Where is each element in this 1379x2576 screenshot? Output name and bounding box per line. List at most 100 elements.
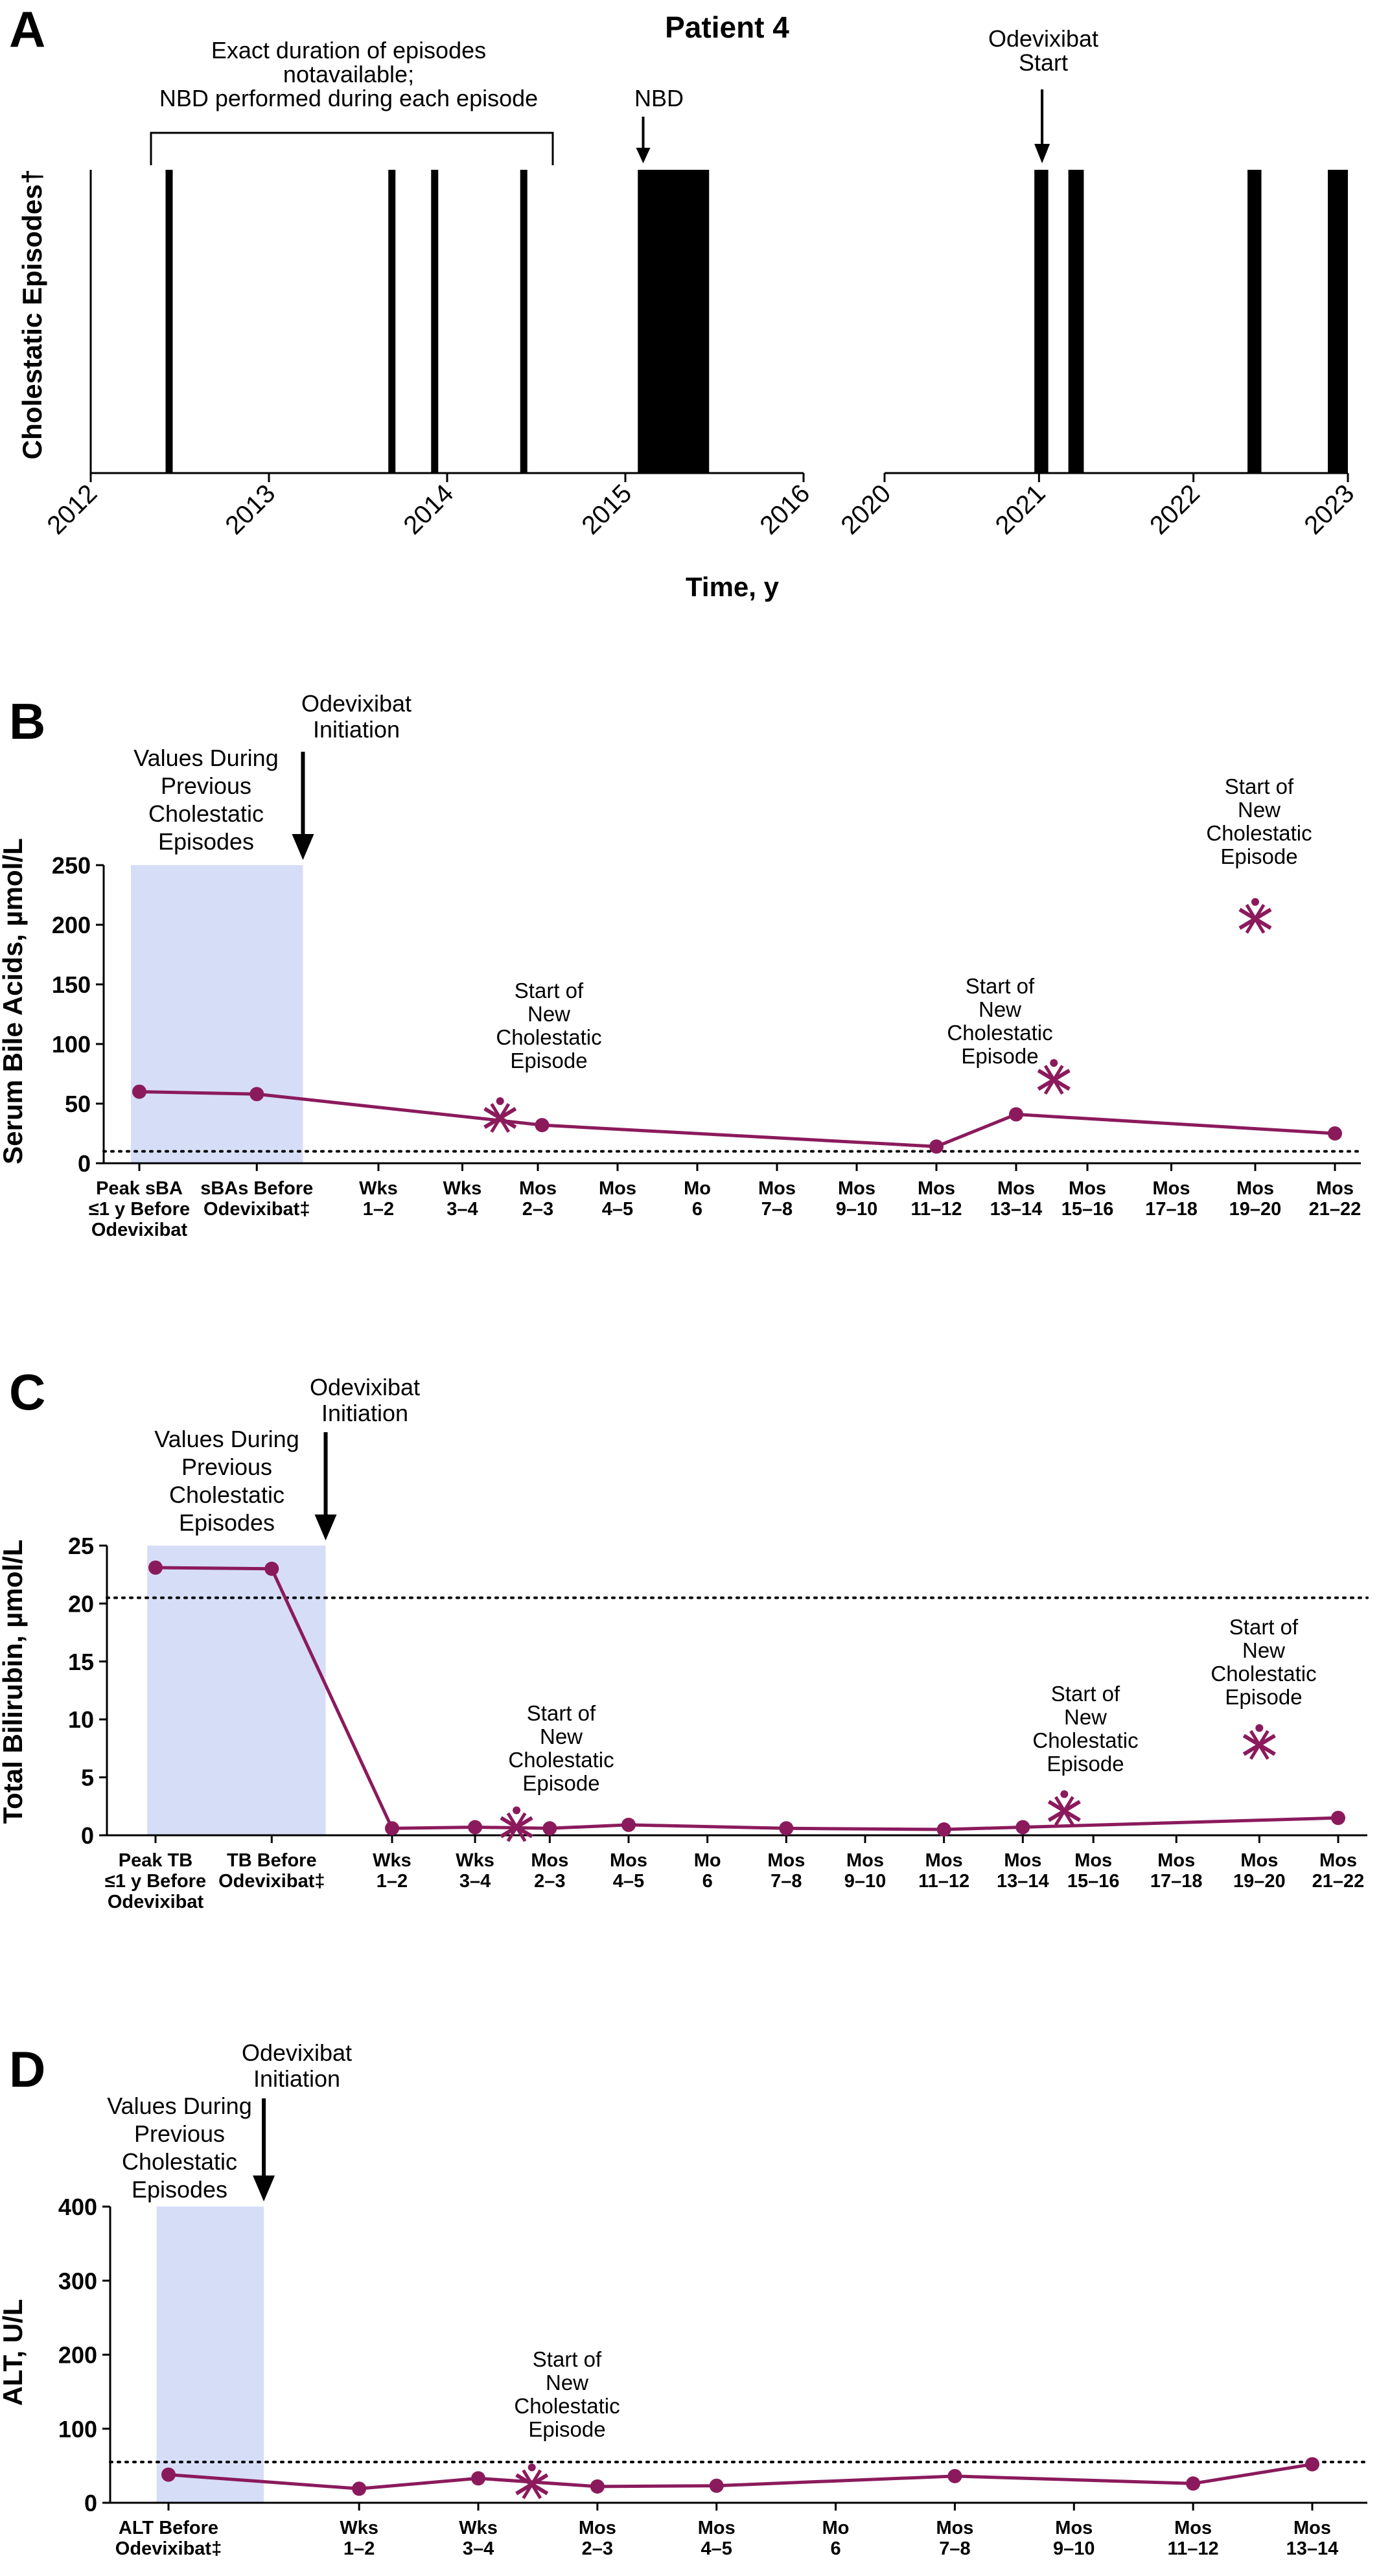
- data-point: [471, 2471, 486, 2486]
- y-tick-label: 250: [52, 852, 91, 879]
- shaded-region-label: Episodes: [179, 1509, 275, 1536]
- episode-annotation-text: New: [1242, 1638, 1285, 1662]
- initiation-label: Initiation: [253, 2065, 340, 2092]
- episode-marker-stroke: [1054, 1796, 1074, 1826]
- episode-annotation-text: Cholestatic: [1206, 821, 1312, 845]
- cholestatic-episode-marker: [1037, 1059, 1071, 1095]
- x-tick-label: Odevixibat‡: [218, 1871, 325, 1892]
- data-point: [929, 1139, 944, 1154]
- x-tick-label: Wks: [443, 1178, 482, 1199]
- episode-bar: [1034, 170, 1049, 473]
- y-tick-label: 5: [81, 1765, 94, 1791]
- episode-marker-stroke: [1249, 1730, 1269, 1760]
- x-tick-label: Mo: [694, 1850, 721, 1871]
- cholestatic-episode-marker: [1242, 1724, 1276, 1760]
- x-tick-label: Mos: [1157, 1850, 1195, 1871]
- y-tick-label: 0: [81, 1822, 94, 1849]
- pre-treatment-shaded-region: [147, 1546, 326, 1835]
- cholestatic-episode-marker: [483, 1097, 517, 1133]
- panel-c-y-axis-title: Total Bilirubin, µmol/L: [0, 1540, 28, 1824]
- x-tick-label: Mos: [610, 1850, 647, 1871]
- episode-marker-dot: [513, 1806, 521, 1815]
- episode-annotation-text: Cholestatic: [1032, 1728, 1138, 1752]
- x-tick-label: Odevixibat‡: [115, 2538, 222, 2559]
- data-point: [352, 2481, 367, 2496]
- x-tick-label: 19–20: [1229, 1199, 1282, 1220]
- x-tick-label: 4–5: [613, 1871, 644, 1892]
- data-point: [542, 1821, 557, 1836]
- panel-a-plot: 2012 2013 2014 2015 2016 2020 2021 2022 2023: [41, 89, 1360, 540]
- y-tick-label: 150: [52, 971, 91, 998]
- x-tick-label: Mos: [1319, 1850, 1357, 1871]
- episode-marker-stroke: [490, 1103, 511, 1133]
- episode-annotation-text: Start of: [527, 1701, 596, 1725]
- x-tick-label: TB Before: [227, 1850, 317, 1871]
- episode-annotation-text: Start of: [515, 979, 584, 1003]
- episode-annotation-text: Episode: [1225, 1685, 1302, 1709]
- x-tick-label: Peak TB: [119, 1850, 192, 1871]
- x-tick-label: Mos: [936, 2518, 973, 2538]
- shaded-region-label: Values During: [107, 2093, 251, 2119]
- episode-annotation-text: Cholestatic: [947, 1021, 1052, 1045]
- x-tick-label: ≤1 y Before: [89, 1199, 190, 1220]
- x-tick-label: ALT Before: [119, 2518, 218, 2538]
- episode-marker-dot: [1255, 1724, 1264, 1732]
- pre-treatment-shaded-region: [131, 865, 303, 1163]
- x-tick-label: Odevixibat: [91, 1220, 188, 1240]
- x-tick-label: Mos: [1316, 1178, 1354, 1199]
- panel-a-x-tick-label: 2014: [398, 479, 459, 540]
- x-tick-label: Mos: [1153, 1178, 1190, 1199]
- x-tick-label: 1–2: [343, 2538, 375, 2559]
- shaded-region-label: Values During: [154, 1426, 299, 1452]
- x-tick-label: 2–3: [522, 1199, 553, 1220]
- episode-annotation-text: Start of: [1225, 774, 1294, 798]
- episode-marker-dot: [1251, 898, 1259, 906]
- x-tick-label: 4–5: [602, 1199, 633, 1220]
- episode-annotation-text: New: [1238, 798, 1280, 822]
- x-tick-label: 17–18: [1145, 1199, 1198, 1220]
- data-point: [132, 1084, 146, 1099]
- initiation-arrow-head: [253, 2176, 275, 2201]
- x-tick-label: Wks: [340, 2518, 378, 2538]
- x-tick-label: Wks: [359, 1178, 398, 1199]
- episode-annotation-text: Episode: [1220, 844, 1297, 868]
- odevixibat-start-label-line-1: Odevixibat: [988, 25, 1098, 52]
- x-tick-label: ≤1 y Before: [105, 1871, 206, 1892]
- episode-marker-stroke: [1245, 903, 1266, 934]
- data-point: [161, 2467, 176, 2482]
- data-point: [1186, 2476, 1201, 2491]
- data-point: [936, 1822, 951, 1837]
- x-tick-label: 11–12: [918, 1871, 969, 1892]
- y-tick-label: 20: [68, 1590, 94, 1617]
- data-point: [1015, 1820, 1030, 1835]
- episode-annotation-text: Start of: [1051, 1682, 1120, 1706]
- x-tick-label: 7–8: [761, 1199, 793, 1220]
- y-tick-label: 400: [58, 2194, 97, 2220]
- panel-c-letter: C: [9, 1363, 45, 1421]
- y-tick-label: 0: [78, 1150, 91, 1177]
- x-tick-label: 1–2: [377, 1871, 408, 1892]
- episode-annotation-text: Episode: [528, 2417, 605, 2441]
- cholestatic-episode-marker: [1238, 898, 1272, 934]
- x-tick-label: 19–20: [1233, 1871, 1286, 1892]
- x-tick-label: Wks: [459, 2518, 498, 2538]
- x-tick-label: Peak sBA: [96, 1178, 183, 1199]
- bracket-label-line-2: notavailable;: [283, 61, 414, 87]
- bracket-label-line-1: Exact duration of episodes: [211, 37, 486, 64]
- odevixibat-start-label-line-2: Start: [1019, 49, 1068, 76]
- episode-bar: [431, 170, 439, 473]
- x-tick-label: 6: [702, 1871, 713, 1892]
- x-tick-label: 9–10: [1053, 2538, 1095, 2559]
- odevixibat-start-arrow-head: [1034, 144, 1050, 163]
- x-tick-label: 13–14: [990, 1199, 1043, 1220]
- x-tick-label: 4–5: [701, 2538, 732, 2559]
- episode-annotation-text: Episode: [961, 1044, 1038, 1068]
- nbd-arrow-head: [636, 148, 651, 163]
- x-tick-label: 6: [692, 1199, 702, 1220]
- x-tick-label: Mos: [767, 1850, 805, 1871]
- episode-annotation-text: Episode: [1047, 1752, 1124, 1776]
- y-tick-label: 200: [52, 912, 91, 938]
- x-tick-label: Mos: [531, 1850, 568, 1871]
